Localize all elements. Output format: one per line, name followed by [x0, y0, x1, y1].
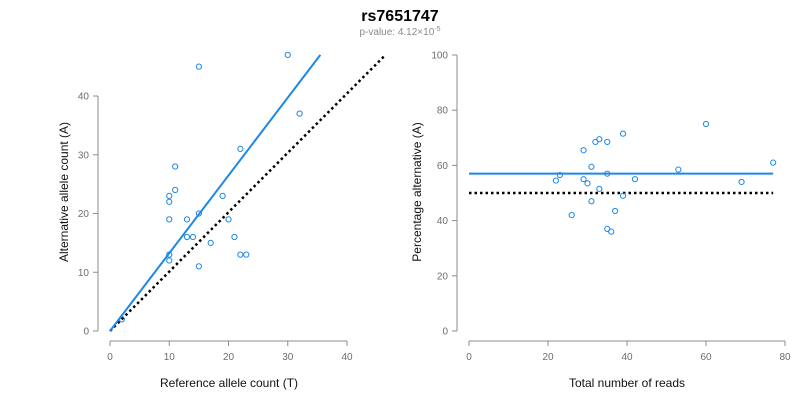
left-fit-line: [109, 54, 322, 332]
left-y-tick-label: 30: [78, 150, 90, 161]
right-y-tick-label: 80: [437, 106, 449, 117]
right-scatter-chart: Total number of reads Percentage alterna…: [410, 51, 791, 391]
right-data-point: [588, 198, 595, 205]
left-data-point: [296, 110, 303, 117]
left-data-point: [195, 210, 202, 217]
left-data-point: [189, 233, 197, 241]
right-x-tick-label: 80: [779, 352, 791, 363]
right-data-point: [588, 163, 595, 170]
left-data-point: [166, 257, 173, 264]
right-data-point: [702, 120, 710, 128]
right-data-point: [738, 178, 745, 186]
right-data-point: [604, 138, 611, 146]
left-reference-line: [109, 53, 387, 332]
right-data-point: [604, 170, 611, 177]
right-data-point: [619, 130, 627, 137]
right-data-point: [612, 207, 619, 215]
left-data-point: [166, 192, 173, 199]
right-data-point: [596, 185, 603, 192]
right-x-tick-label: 0: [466, 352, 472, 363]
left-data-point: [231, 233, 238, 241]
left-data-point: [243, 251, 250, 258]
left-scatter-chart: Reference allele count (T) Alternative a…: [57, 51, 387, 390]
left-data-point: [225, 216, 232, 223]
right-x-axis-label: Total number of reads: [569, 376, 685, 390]
right-data-point: [631, 176, 639, 183]
left-data-point: [166, 251, 173, 258]
left-y-tick-label: 10: [78, 268, 90, 279]
right-data-point: [770, 159, 777, 166]
left-x-axis-label: Reference allele count (T): [160, 376, 298, 390]
right-data-point: [619, 192, 627, 199]
left-data-point: [237, 251, 244, 258]
right-data-point: [608, 228, 615, 235]
left-data-point: [183, 216, 191, 223]
right-y-tick-label: 100: [431, 51, 448, 62]
left-x-tick-label: 20: [223, 352, 235, 363]
right-data-point: [556, 171, 563, 179]
left-data-point: [172, 186, 179, 194]
left-y-tick-label: 20: [78, 209, 90, 220]
left-data-point: [284, 51, 291, 58]
right-y-tick-label: 20: [437, 271, 449, 282]
p-value-label: p-value: 4.12×10-5: [359, 26, 440, 38]
p-value-text: p-value: 4.12×10: [359, 27, 434, 38]
right-data-point: [675, 166, 682, 173]
left-data-point: [219, 192, 226, 199]
left-x-tick-label: 40: [341, 352, 353, 363]
left-y-tick-label: 40: [78, 92, 90, 103]
left-y-axis-label: Alternative allele count (A): [57, 122, 71, 262]
right-x-tick-label: 40: [621, 352, 633, 363]
right-x-tick-label: 60: [700, 352, 712, 363]
right-y-tick-label: 40: [437, 216, 449, 227]
left-data-point: [166, 198, 173, 205]
right-y-tick-label: 60: [437, 161, 449, 172]
right-y-axis-label: Percentage alternative (A): [410, 122, 424, 261]
right-data-point: [580, 176, 587, 183]
left-y-tick-label: 0: [83, 327, 89, 338]
right-x-tick-label: 20: [542, 352, 554, 363]
right-data-point: [568, 211, 575, 219]
left-x-tick-label: 30: [282, 352, 294, 363]
p-value-exponent: -5: [434, 26, 440, 33]
left-data-point: [207, 239, 214, 246]
left-data-point: [195, 263, 202, 270]
figure-title: rs7651747: [361, 8, 439, 25]
right-data-point: [580, 147, 587, 154]
right-data-point: [596, 136, 603, 143]
left-x-tick-label: 0: [107, 352, 113, 363]
right-data-point: [584, 180, 591, 187]
left-data-point: [237, 145, 244, 152]
right-data-point: [552, 177, 560, 184]
left-data-point: [172, 163, 179, 170]
left-data-point: [195, 63, 202, 70]
left-data-point: [166, 216, 173, 223]
left-x-tick-label: 10: [164, 352, 176, 363]
right-y-tick-label: 0: [442, 327, 448, 338]
left-data-point: [183, 233, 191, 241]
left-data-point: [118, 316, 125, 323]
